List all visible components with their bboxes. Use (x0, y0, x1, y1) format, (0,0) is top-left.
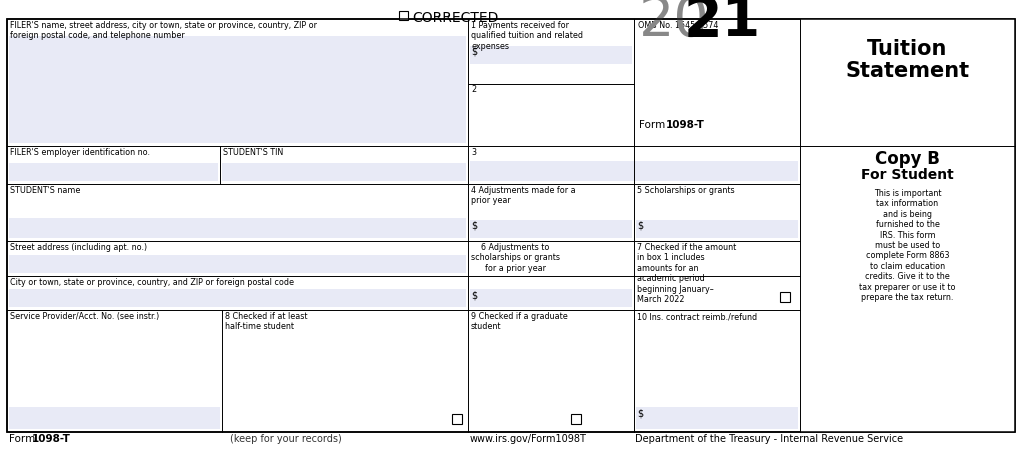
Text: Copy B: Copy B (875, 150, 940, 168)
Bar (9, 36, 466, 143)
Bar (470, 220, 632, 238)
Text: Statement: Statement (845, 61, 970, 81)
Text: 1098-T: 1098-T (32, 434, 71, 444)
Bar (470, 289, 632, 307)
Text: Service Provider/Acct. No. (see instr.): Service Provider/Acct. No. (see instr.) (10, 312, 159, 321)
Text: $: $ (471, 47, 477, 57)
Text: $: $ (637, 408, 643, 418)
Text: This is important
tax information
and is being
furnished to the
IRS. This form
m: This is important tax information and is… (860, 189, 956, 302)
Text: Form: Form (9, 434, 39, 444)
Text: OMB No. 1545-1574: OMB No. 1545-1574 (638, 21, 718, 30)
Text: STUDENT'S name: STUDENT'S name (10, 186, 81, 195)
Text: 1098-T: 1098-T (666, 120, 705, 130)
Bar (571, 414, 580, 424)
Text: 6 Adjustments to
scholarships or grants
for a prior year: 6 Adjustments to scholarships or grants … (471, 243, 560, 273)
Text: 21: 21 (684, 0, 761, 48)
Text: Tuition: Tuition (868, 39, 947, 59)
Text: 2: 2 (471, 85, 476, 94)
Bar (222, 163, 466, 181)
Text: 10 Ins. contract reimb./refund: 10 Ins. contract reimb./refund (637, 312, 757, 321)
Bar (800, 19, 1015, 184)
Text: (keep for your records): (keep for your records) (230, 434, 341, 444)
Bar (636, 220, 798, 238)
Text: 20: 20 (639, 0, 709, 48)
Text: 8 Checked if at least
half-time student: 8 Checked if at least half-time student (225, 312, 308, 331)
Text: Street address (including apt. no.): Street address (including apt. no.) (10, 243, 147, 252)
Bar (9, 218, 466, 238)
Bar (470, 161, 798, 181)
Text: FILER'S name, street address, city or town, state or province, country, ZIP or
f: FILER'S name, street address, city or to… (10, 21, 317, 40)
Bar (780, 292, 790, 302)
Text: Form: Form (639, 120, 668, 130)
Text: City or town, state or province, country, and ZIP or foreign postal code: City or town, state or province, country… (10, 278, 294, 287)
Bar (636, 407, 798, 429)
Text: www.irs.gov/Form1098T: www.irs.gov/Form1098T (470, 434, 587, 444)
Text: CORRECTED: CORRECTED (412, 11, 499, 25)
Text: $: $ (637, 221, 643, 231)
Bar (470, 46, 632, 64)
Text: $: $ (471, 290, 477, 300)
Bar (9, 289, 466, 307)
Text: 4 Adjustments made for a
prior year: 4 Adjustments made for a prior year (471, 186, 575, 205)
Bar (800, 184, 1015, 432)
Text: 9 Checked if a graduate
student: 9 Checked if a graduate student (471, 312, 568, 331)
Bar (9, 255, 466, 273)
Text: 3: 3 (471, 148, 476, 157)
Text: STUDENT'S TIN: STUDENT'S TIN (223, 148, 283, 157)
Bar (452, 414, 462, 424)
Text: Department of the Treasury - Internal Revenue Service: Department of the Treasury - Internal Re… (635, 434, 903, 444)
Text: FILER'S employer identification no.: FILER'S employer identification no. (10, 148, 150, 157)
Text: 5 Scholarships or grants: 5 Scholarships or grants (637, 186, 735, 195)
Text: 7 Checked if the amount
in box 1 includes
amounts for an
academic period
beginni: 7 Checked if the amount in box 1 include… (637, 243, 736, 304)
Bar (9, 163, 218, 181)
Text: 1 Payments received for
qualified tuition and related
expenses: 1 Payments received for qualified tuitio… (471, 21, 583, 51)
Text: $: $ (471, 221, 477, 231)
Text: For Student: For Student (862, 168, 954, 182)
Bar (9, 407, 220, 429)
Bar (399, 11, 408, 20)
